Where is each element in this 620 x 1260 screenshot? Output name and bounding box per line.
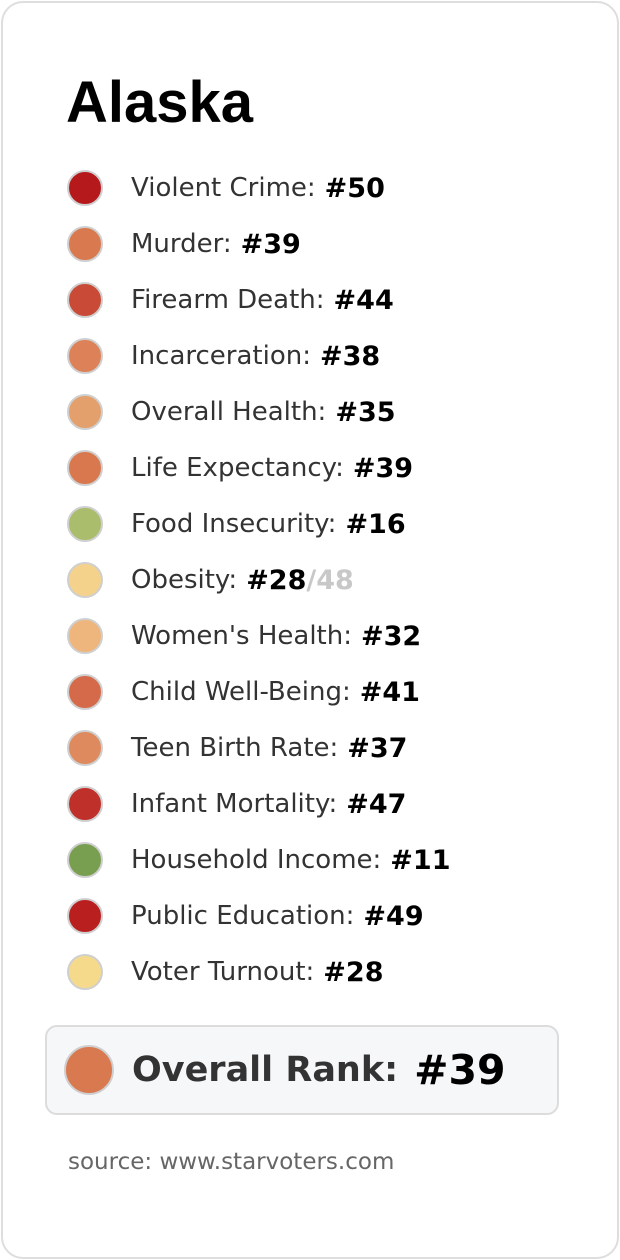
item-rank: #47 [346, 788, 407, 820]
item-row: Firearm Death: #44 [67, 280, 394, 320]
item-row: Teen Birth Rate: #37 [67, 728, 407, 768]
item-label: Overall Health: [131, 397, 327, 427]
item-label: Voter Turnout: [131, 957, 315, 987]
item-label: Incarceration: [131, 341, 311, 371]
item-rank: #39 [240, 228, 301, 260]
item-dot [67, 674, 103, 710]
item-row: Infant Mortality: #47 [67, 784, 406, 824]
item-rank: #44 [333, 284, 394, 316]
item-dot [67, 226, 103, 262]
overall-rank: #39 [414, 1046, 506, 1094]
item-row: Incarceration: #38 [67, 336, 380, 376]
item-label: Infant Mortality: [131, 789, 338, 819]
item-row: Obesity: #28/48 [67, 560, 354, 600]
item-rank: #32 [361, 620, 422, 652]
item-dot [67, 562, 103, 598]
item-label: Violent Crime: [131, 173, 316, 203]
item-label: Life Expectancy: [131, 453, 344, 483]
source: source: www.starvoters.com [68, 1149, 395, 1175]
item-label: Firearm Death: [131, 285, 325, 315]
item-label: Child Well-Being: [131, 677, 351, 707]
item-rank: #11 [390, 844, 451, 876]
item-row: Food Insecurity: #16 [67, 504, 406, 544]
item-rank: #39 [352, 452, 414, 484]
item-rank: #37 [347, 732, 408, 764]
item-dot [67, 450, 103, 486]
item-dot [67, 170, 103, 206]
item-rank: #38 [319, 340, 381, 372]
item-dot [67, 394, 103, 430]
item-rank: #16 [345, 508, 406, 540]
item-label: Teen Birth Rate: [131, 733, 339, 763]
item-rank: #49 [363, 900, 424, 932]
overall-dot [64, 1045, 114, 1095]
item-row: Life Expectancy: #39 [67, 448, 413, 488]
item-row: Violent Crime: #50 [67, 168, 385, 208]
item-row: Women's Health: #32 [67, 616, 421, 656]
item-row: Child Well-Being: #41 [67, 672, 420, 712]
item-label: Public Education: [131, 901, 355, 931]
item-dot [67, 338, 103, 374]
item-label: Women's Health: [131, 621, 352, 651]
item-of: /48 [306, 564, 354, 596]
item-dot [67, 506, 103, 542]
item-rank: #28 [323, 956, 384, 988]
item-row: Murder: #39 [67, 224, 301, 264]
item-dot [67, 954, 103, 990]
overall-box: Overall Rank: #39 [45, 1025, 559, 1115]
title: Alaska [66, 70, 254, 135]
item-row: Household Income: #11 [67, 840, 451, 880]
item-rank: #35 [335, 396, 396, 428]
item-dot [67, 898, 103, 934]
item-rank: #41 [359, 676, 420, 708]
item-row: Voter Turnout: #28 [67, 952, 384, 992]
item-row: Public Education: #49 [67, 896, 424, 936]
item-label: Obesity: [131, 565, 238, 595]
item-dot [67, 786, 103, 822]
item-label: Murder: [131, 229, 232, 259]
item-rank: #28 [246, 564, 307, 596]
item-label: Household Income: [131, 845, 382, 875]
overall-label: Overall Rank: [132, 1050, 399, 1090]
item-dot [67, 842, 103, 878]
item-dot [67, 618, 103, 654]
item-row: Overall Health: #35 [67, 392, 396, 432]
item-dot [67, 282, 103, 318]
item-label: Food Insecurity: [131, 509, 337, 539]
item-rank: #50 [324, 172, 385, 204]
item-dot [67, 730, 103, 766]
